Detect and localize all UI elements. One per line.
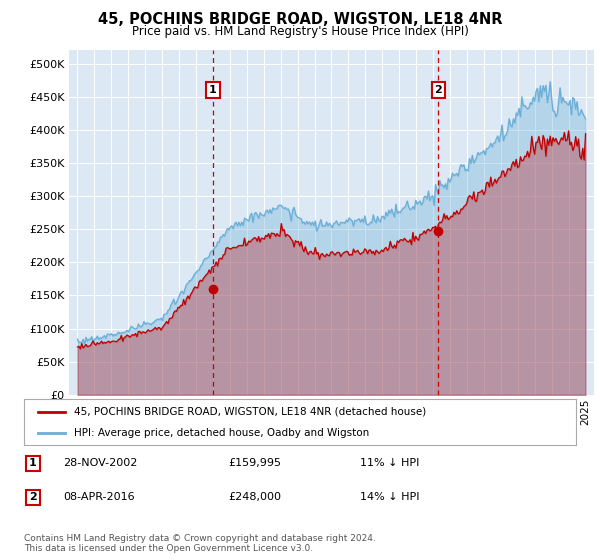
Text: 2: 2	[29, 492, 37, 502]
Text: £159,995: £159,995	[228, 459, 281, 468]
Text: 08-APR-2016: 08-APR-2016	[63, 492, 134, 502]
Text: 11% ↓ HPI: 11% ↓ HPI	[360, 459, 419, 468]
Text: 1: 1	[29, 459, 37, 468]
Text: HPI: Average price, detached house, Oadby and Wigston: HPI: Average price, detached house, Oadb…	[74, 428, 369, 438]
Text: 14% ↓ HPI: 14% ↓ HPI	[360, 492, 419, 502]
Text: £248,000: £248,000	[228, 492, 281, 502]
Text: Contains HM Land Registry data © Crown copyright and database right 2024.
This d: Contains HM Land Registry data © Crown c…	[24, 534, 376, 553]
Text: Price paid vs. HM Land Registry's House Price Index (HPI): Price paid vs. HM Land Registry's House …	[131, 25, 469, 38]
Text: 28-NOV-2002: 28-NOV-2002	[63, 459, 137, 468]
Text: 1: 1	[209, 85, 217, 95]
Text: 2: 2	[434, 85, 442, 95]
Text: 45, POCHINS BRIDGE ROAD, WIGSTON, LE18 4NR (detached house): 45, POCHINS BRIDGE ROAD, WIGSTON, LE18 4…	[74, 407, 426, 417]
Text: 45, POCHINS BRIDGE ROAD, WIGSTON, LE18 4NR: 45, POCHINS BRIDGE ROAD, WIGSTON, LE18 4…	[98, 12, 502, 27]
